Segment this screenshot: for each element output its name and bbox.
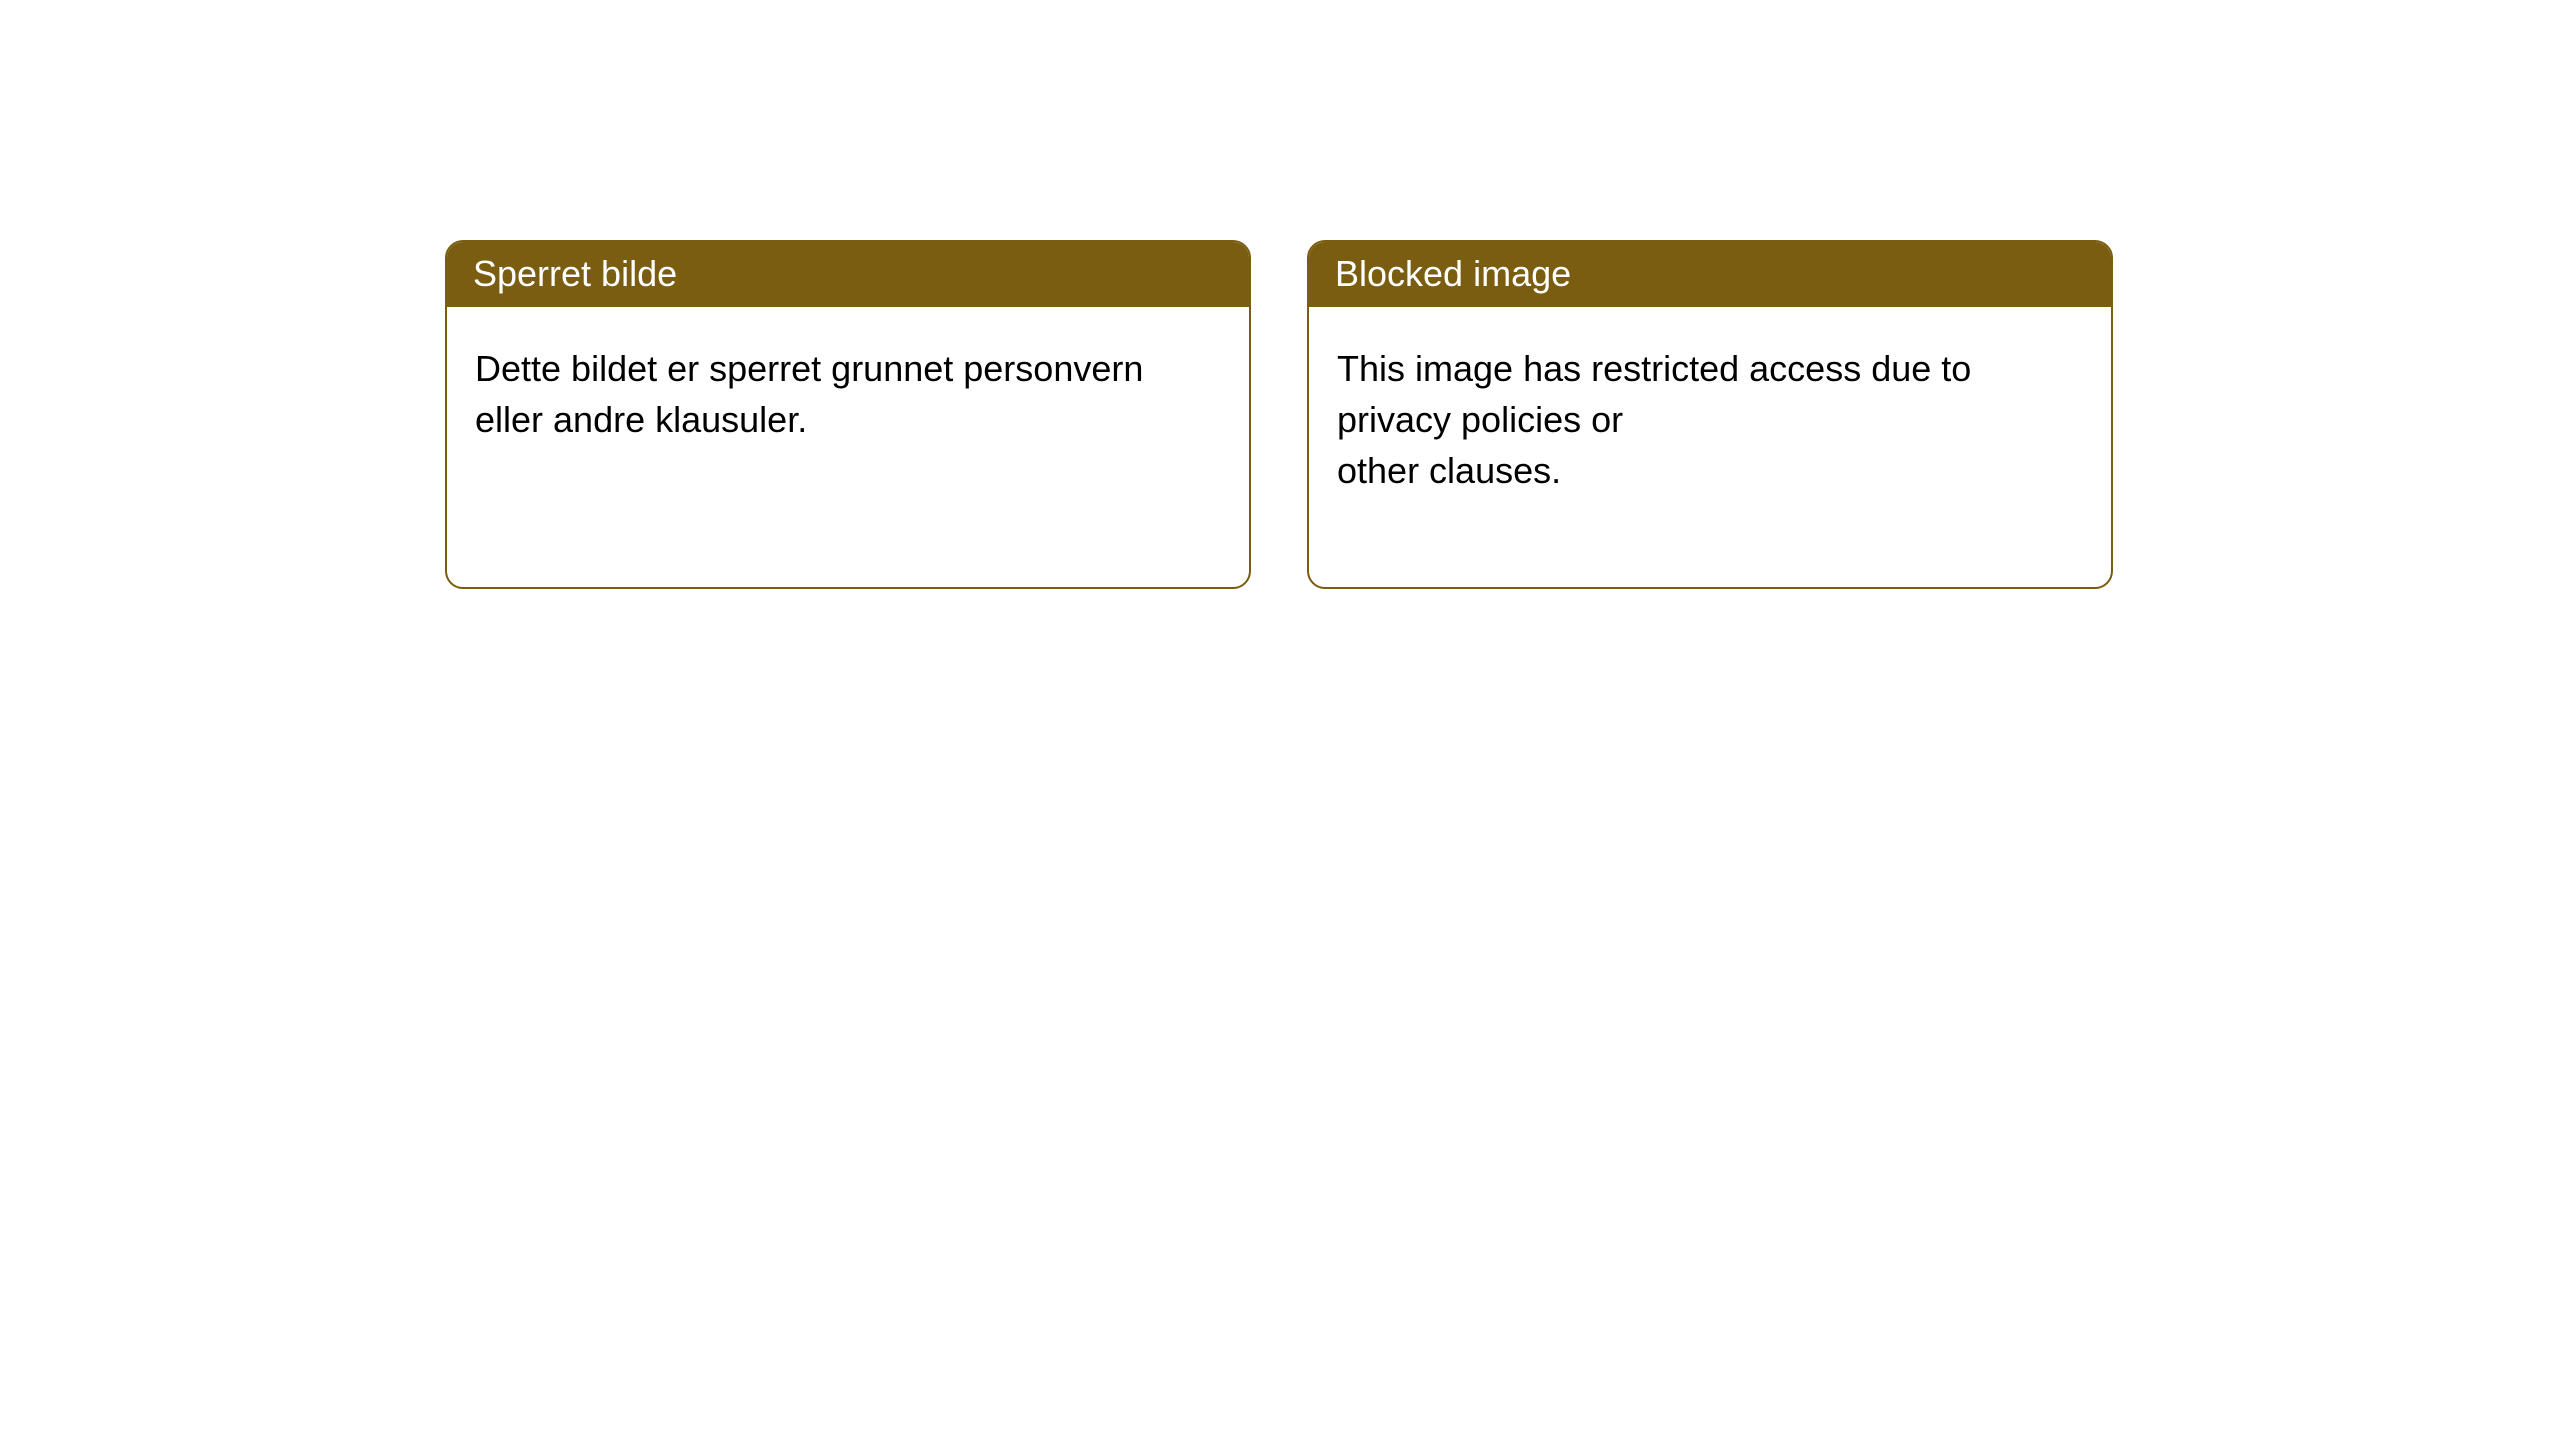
card-body-english: This image has restricted access due to … [1309, 307, 2111, 586]
card-header-norwegian: Sperret bilde [447, 242, 1249, 307]
card-header-english: Blocked image [1309, 242, 2111, 307]
notice-container: Sperret bilde Dette bildet er sperret gr… [0, 0, 2560, 589]
card-body-norwegian: Dette bildet er sperret grunnet personve… [447, 307, 1249, 535]
notice-card-english: Blocked image This image has restricted … [1307, 240, 2113, 589]
notice-card-norwegian: Sperret bilde Dette bildet er sperret gr… [445, 240, 1251, 589]
